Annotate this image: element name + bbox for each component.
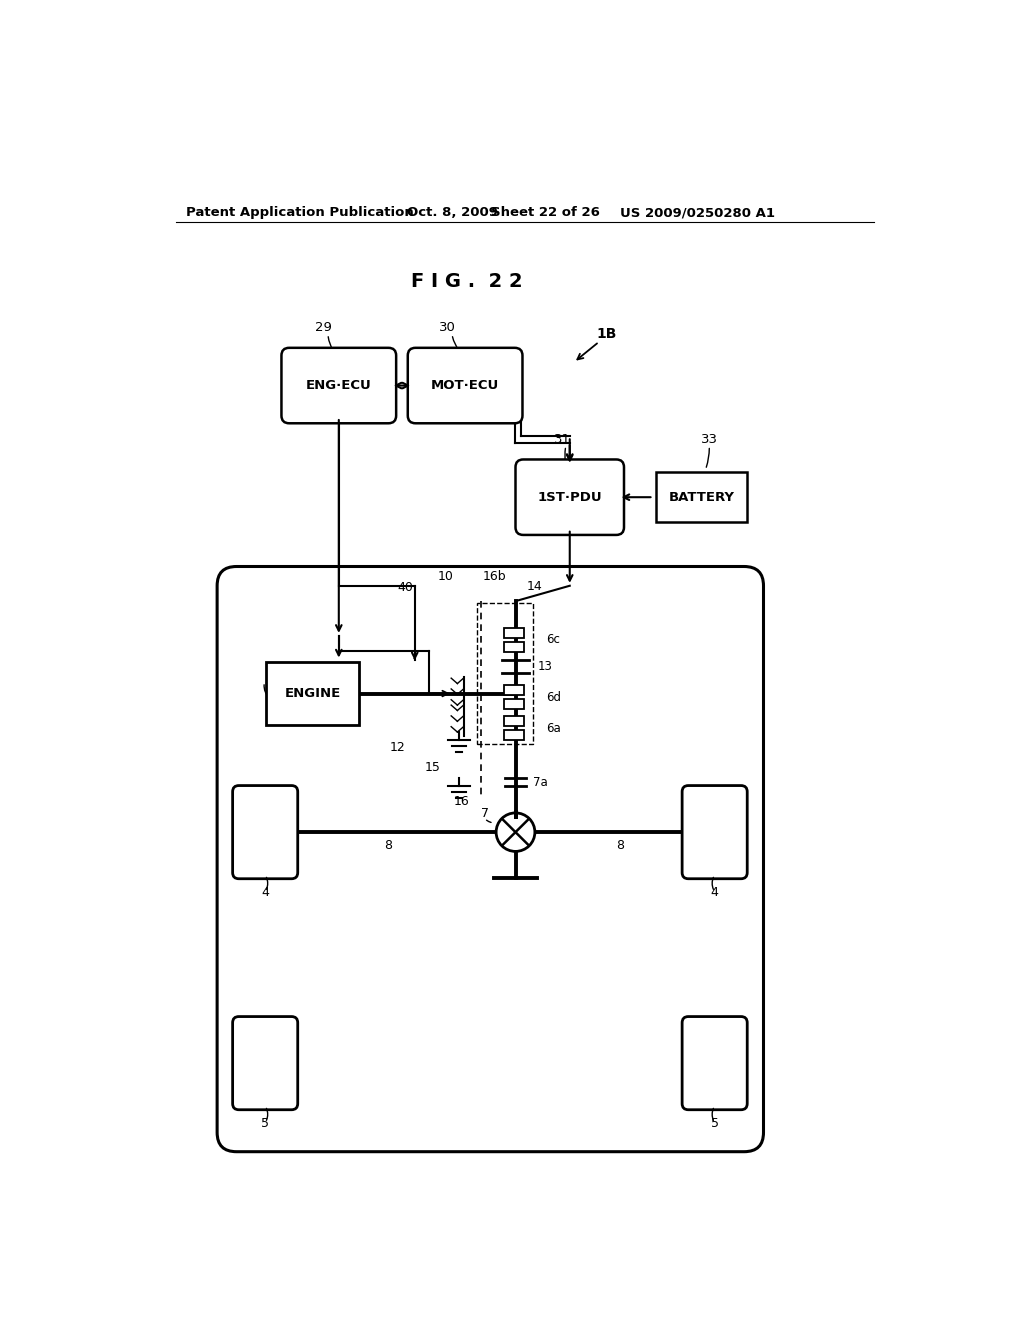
Text: 6c: 6c [546, 634, 559, 647]
Text: Sheet 22 of 26: Sheet 22 of 26 [490, 206, 600, 219]
FancyBboxPatch shape [282, 348, 396, 424]
Text: 5: 5 [261, 1117, 269, 1130]
Text: 40: 40 [397, 581, 414, 594]
Text: 8: 8 [616, 840, 625, 853]
Text: 30: 30 [439, 321, 456, 334]
Text: 8: 8 [384, 840, 392, 853]
Text: BATTERY: BATTERY [669, 491, 734, 504]
Text: ENGINE: ENGINE [285, 686, 341, 700]
Text: 4: 4 [261, 886, 269, 899]
Bar [504, 628, 524, 638]
FancyBboxPatch shape [682, 785, 748, 879]
Text: 7a: 7a [532, 776, 547, 788]
Text: 33: 33 [700, 433, 718, 446]
FancyBboxPatch shape [408, 348, 522, 424]
Text: ENG·ECU: ENG·ECU [306, 379, 372, 392]
Text: 15: 15 [425, 760, 440, 774]
Text: 6d: 6d [546, 690, 561, 704]
Text: 1B: 1B [597, 327, 617, 341]
Text: US 2009/0250280 A1: US 2009/0250280 A1 [621, 206, 775, 219]
Bar [504, 642, 524, 652]
Text: 13: 13 [538, 660, 552, 673]
Text: 12: 12 [390, 742, 406, 754]
Text: 3: 3 [266, 692, 273, 705]
Text: 31: 31 [554, 433, 570, 446]
Text: 1ST·PDU: 1ST·PDU [538, 491, 602, 504]
Bar [504, 717, 524, 726]
Text: 16b: 16b [483, 570, 507, 583]
Text: 4: 4 [711, 886, 719, 899]
FancyBboxPatch shape [217, 566, 764, 1151]
Text: 6a: 6a [546, 722, 560, 735]
Text: 29: 29 [314, 321, 332, 334]
FancyBboxPatch shape [232, 1016, 298, 1110]
FancyBboxPatch shape [515, 459, 624, 535]
Text: Patent Application Publication: Patent Application Publication [186, 206, 414, 219]
Text: F I G .  2 2: F I G . 2 2 [411, 272, 522, 292]
Text: 10: 10 [438, 570, 454, 583]
Bar [477, 603, 532, 743]
Text: 5: 5 [711, 1117, 719, 1130]
FancyBboxPatch shape [682, 1016, 748, 1110]
Bar [504, 730, 524, 741]
Bar [655, 473, 748, 523]
Text: 7: 7 [480, 807, 488, 820]
Text: 14: 14 [527, 579, 543, 593]
Text: 16: 16 [454, 795, 469, 808]
Text: Oct. 8, 2009: Oct. 8, 2009 [407, 206, 498, 219]
Bar [504, 685, 524, 696]
Text: MOT·ECU: MOT·ECU [431, 379, 500, 392]
FancyBboxPatch shape [232, 785, 298, 879]
Bar [504, 700, 524, 709]
Bar [266, 663, 359, 725]
